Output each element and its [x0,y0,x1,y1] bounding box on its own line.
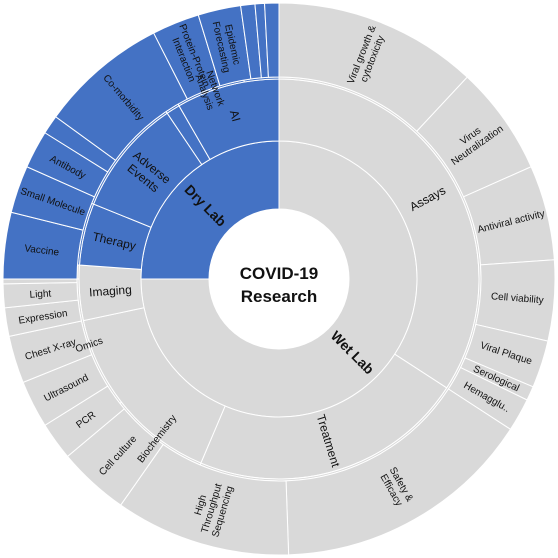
center-title-line2: Research [241,287,318,306]
label-ai: AI [227,109,243,124]
label-light: Light [29,288,52,300]
ring4-segment-unlabeled-25 [264,2,280,78]
label-cell-viability: Cell viability [490,291,543,306]
center-title-line1: COVID-19 [240,264,318,283]
ring4-segment-unlabeled-15 [2,278,78,285]
label-imaging: Imaging [89,283,133,300]
center-hub [209,209,349,349]
label-vaccine: Vaccine [24,243,60,258]
